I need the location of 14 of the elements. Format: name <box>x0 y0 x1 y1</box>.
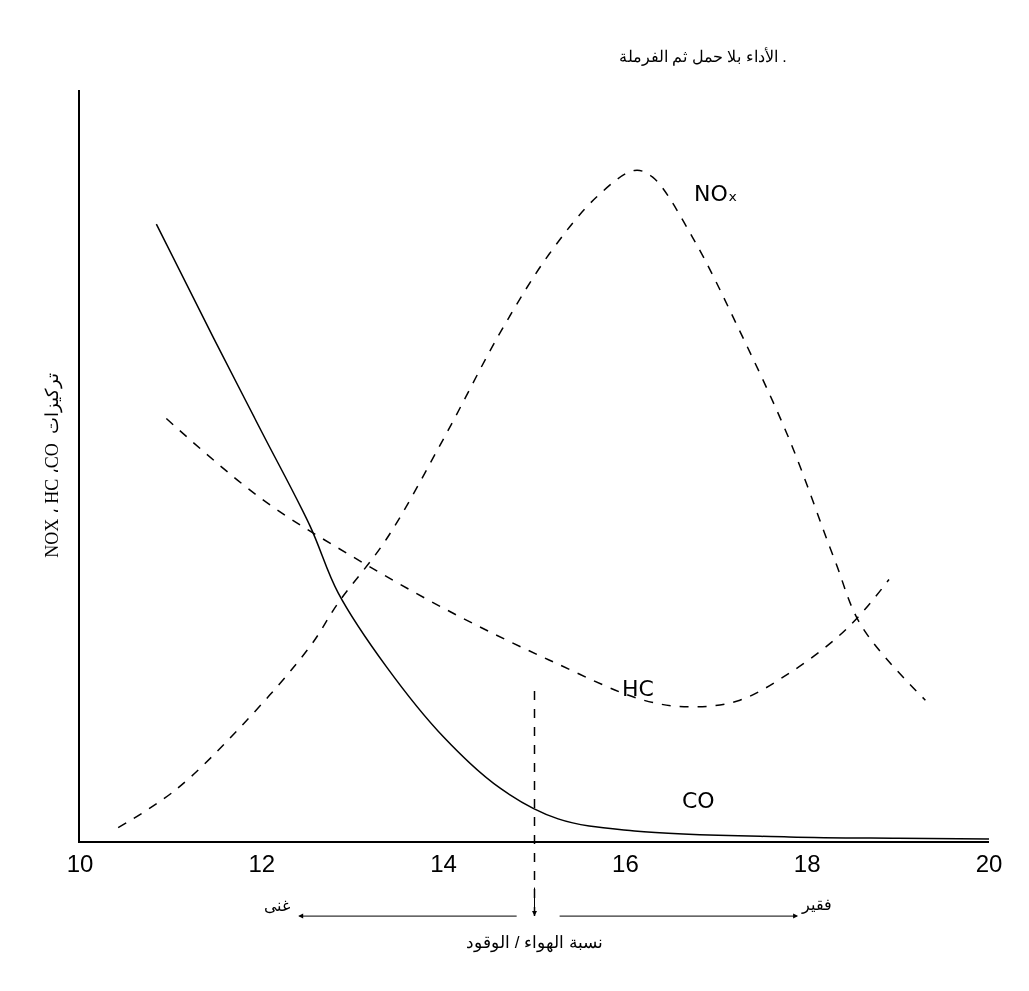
x-tick-label: 10 <box>66 849 94 877</box>
series-label: CO <box>682 788 715 813</box>
series-label: HC <box>622 676 654 701</box>
x-tick-label: 20 <box>975 849 1003 877</box>
x-axis-title: نسبة الهواء / الوقود <box>466 932 603 953</box>
x-tick-label: 16 <box>612 849 639 877</box>
x-tick-label: 18 <box>793 849 821 877</box>
series-label: NOₓ <box>694 181 738 206</box>
text: فقير <box>801 896 832 914</box>
x-tick-label: 14 <box>430 849 457 877</box>
x-tick-label: 12 <box>248 849 276 877</box>
text: غنى <box>264 897 290 914</box>
text: الأداء بلا حمل ثم الفرملة . <box>619 47 787 66</box>
y-axis-title: NOX ، HC ،CO تركيزات <box>41 373 63 558</box>
